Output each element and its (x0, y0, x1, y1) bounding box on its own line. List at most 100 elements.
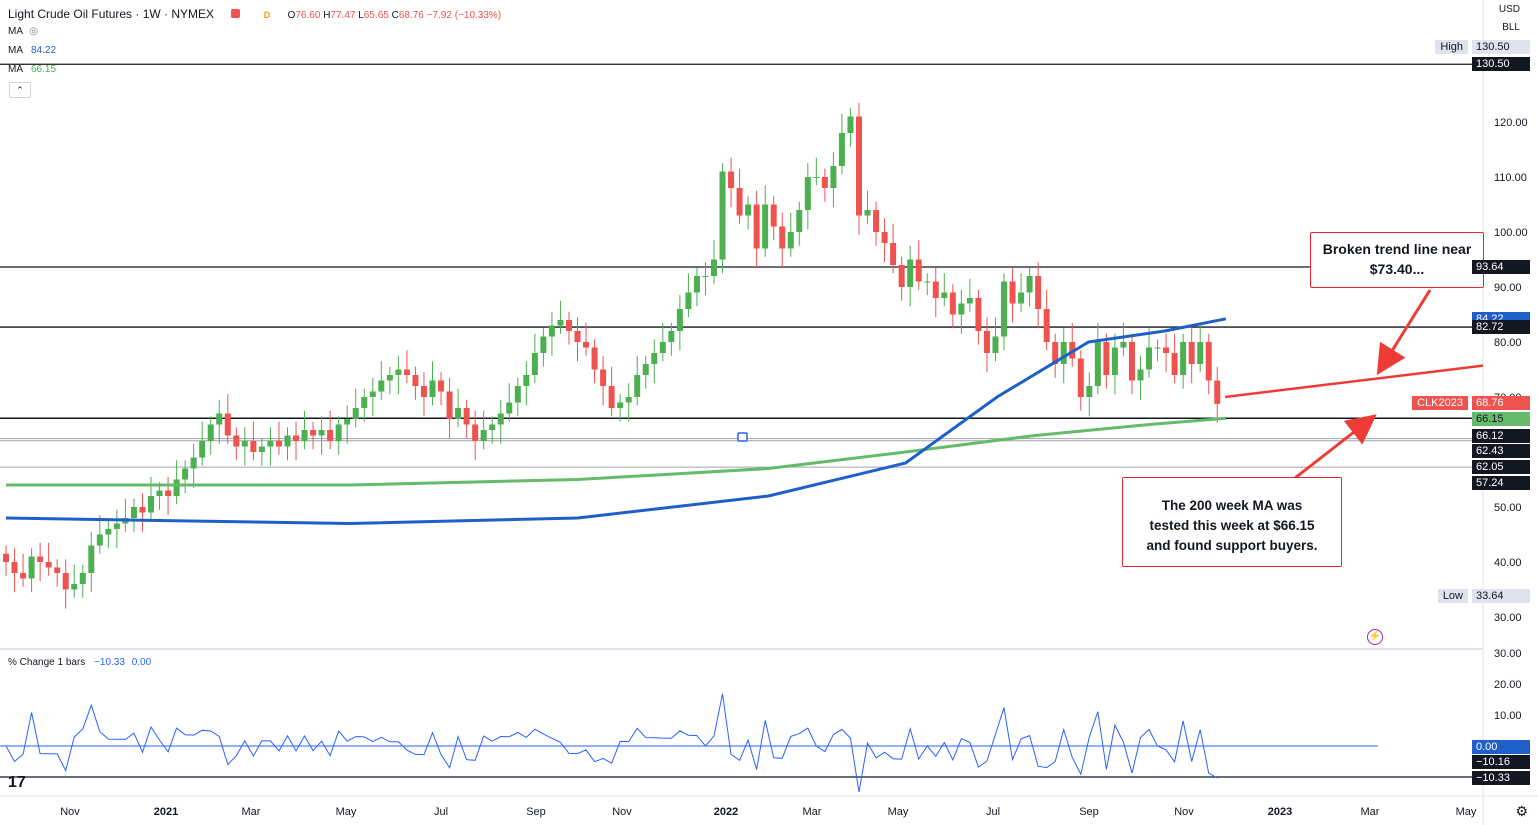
alert-flash-icon[interactable]: ⚡ (1367, 629, 1383, 645)
callout-line: The 200 week MA was (1161, 498, 1303, 513)
candle-body (557, 320, 564, 326)
candle-body (1120, 342, 1127, 348)
callout-arrow-bottom (1294, 414, 1377, 480)
y-tick-label: 120.00 (1494, 117, 1528, 129)
x-tick-label: Mar (1361, 806, 1380, 818)
candle-body (966, 298, 973, 304)
candle-body (258, 446, 265, 452)
ohlc-c-label: C (391, 10, 399, 21)
settings-gear-icon[interactable]: ⚙ (1515, 803, 1528, 819)
candle-body (472, 424, 479, 441)
candle-body (182, 468, 189, 480)
candle-body (480, 430, 487, 441)
candle-body (28, 556, 35, 579)
candle-body (463, 408, 470, 425)
candle-body (1094, 342, 1101, 386)
candle-body (864, 210, 871, 216)
candle-body (693, 276, 700, 293)
indicator-label: MA (8, 45, 23, 56)
candle-body (216, 413, 223, 425)
candle-body (770, 204, 777, 227)
candle-body (327, 430, 334, 441)
indicator-legend-ma-blue[interactable]: MA 84.22 (8, 45, 56, 56)
candle-body (1111, 347, 1118, 375)
x-tick-label: Nov (1174, 806, 1194, 818)
candle-body (1043, 309, 1050, 342)
candle-body (924, 281, 931, 283)
candle-body (165, 490, 172, 496)
flag-d-badge: D (263, 10, 271, 20)
oscillator-axis-badge: −10.33 (1472, 771, 1530, 785)
oscillator-axis-badge: −10.16 (1472, 755, 1530, 769)
candle-body (847, 116, 854, 133)
candle-body (139, 507, 146, 513)
indicator-label: MA (8, 26, 23, 37)
candle-body (1077, 358, 1084, 397)
candle-body (617, 402, 624, 408)
candle-body (275, 441, 282, 447)
x-tick-label: Mar (803, 806, 822, 818)
oscillator-value-2: 0.00 (131, 657, 152, 668)
candle-body (173, 479, 180, 496)
candle-body (719, 171, 726, 260)
candle-body (608, 386, 615, 408)
ohlc-h-label: H (323, 10, 331, 21)
eye-off-icon[interactable]: ◎ (29, 26, 38, 37)
price-axis-badge: 33.64 (1472, 589, 1530, 603)
candle-body (438, 380, 445, 392)
candle-body (1009, 281, 1016, 304)
ma-200-green-line (6, 416, 1226, 487)
x-tick-label: 2021 (154, 806, 178, 818)
ohlc-h-value: 77.47 (330, 10, 356, 21)
candle-body (1154, 347, 1161, 349)
symbol-title[interactable]: Light Crude Oil Futures · 1W · NYMEX (8, 7, 215, 21)
candle-body (565, 320, 572, 331)
candle-body (207, 424, 214, 441)
candle-body (386, 375, 393, 381)
tv-logo-icon[interactable]: 17 (8, 774, 26, 791)
callout-line: $73.40... (1369, 261, 1425, 277)
candle-body (915, 259, 922, 282)
candle-body (540, 336, 547, 353)
callout-line: Broken trend line near (1322, 241, 1472, 257)
unit-label[interactable]: BLL (1502, 22, 1520, 33)
collapse-legend-button[interactable]: ⌃ (9, 82, 31, 98)
candle-body (856, 116, 862, 216)
oscillator-axis-badge: 0.00 (1472, 740, 1530, 754)
candle-body (1171, 353, 1178, 375)
x-tick-label: Mar (242, 806, 261, 818)
osc-tick-label: 10.00 (1494, 710, 1522, 722)
currency-label[interactable]: USD (1498, 4, 1520, 15)
oscillator-legend[interactable]: % Change 1 bars −10.33 0.00 (8, 657, 151, 668)
candle-body (1146, 347, 1153, 370)
x-tick-label: 2022 (714, 806, 738, 818)
ohlc-change: −7.92 (−10.33%) (426, 10, 502, 21)
x-tick-label: Jul (434, 806, 448, 818)
candle-body (548, 325, 555, 337)
drawing-anchor-handle (737, 432, 748, 442)
candle-body (1018, 292, 1025, 304)
candle-body (156, 490, 163, 496)
candle-body (941, 292, 948, 298)
candle-body (1026, 276, 1033, 293)
indicator-value: 84.22 (31, 45, 57, 56)
candle-body (429, 380, 436, 397)
oscillator-value-1: −10.33 (94, 657, 125, 668)
price-axis-badge: 130.50 (1472, 57, 1530, 72)
y-tick-label: 100.00 (1494, 227, 1528, 239)
candle-body (1052, 342, 1059, 364)
candle-body (301, 430, 308, 441)
candle-body (148, 496, 155, 513)
candle-body (446, 391, 453, 419)
candle-body (600, 369, 607, 386)
candle-body (310, 430, 317, 436)
indicator-legend-hidden[interactable]: MA ◎ (8, 26, 38, 37)
y-tick-label: 40.00 (1494, 557, 1522, 569)
candle-body (199, 441, 206, 458)
candle-body (96, 534, 103, 546)
candle-body (71, 584, 78, 590)
indicator-legend-ma-green[interactable]: MA 66.15 (8, 64, 56, 75)
price-axis-badge: 68.76 (1472, 396, 1530, 410)
candle-body (130, 507, 137, 518)
